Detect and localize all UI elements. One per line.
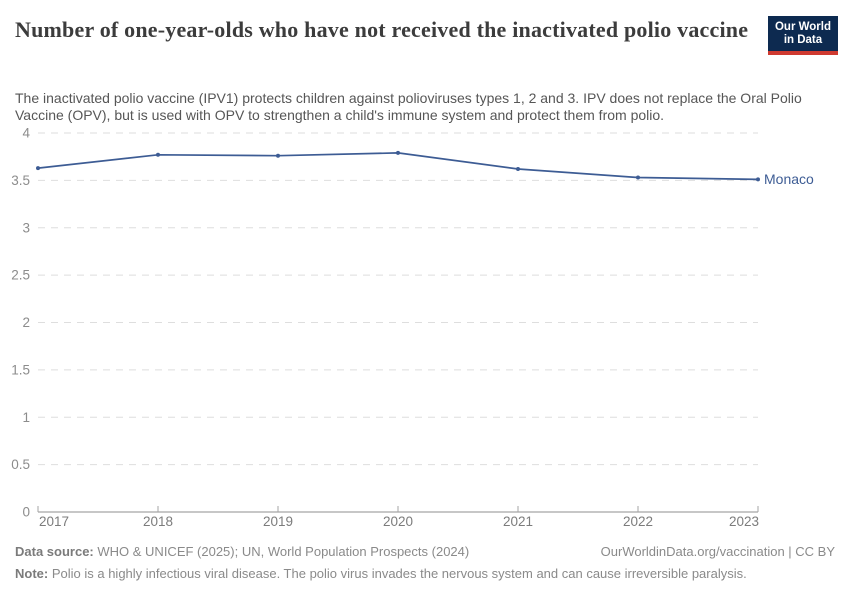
owid-logo: Our World in Data [767, 16, 838, 55]
data-point[interactable] [396, 150, 400, 155]
header: Number of one-year-olds who have not rec… [15, 14, 763, 45]
data-point[interactable] [756, 177, 760, 182]
y-tick-label: 1 [22, 410, 30, 425]
y-tick-label: 3.5 [11, 173, 30, 188]
series-line[interactable] [37, 152, 759, 181]
chart-subtitle: The inactivated polio vaccine (IPV1) pro… [15, 90, 802, 123]
x-tick-label: 2017 [39, 514, 69, 529]
owid-credit-link[interactable]: OurWorldinData.org/vaccination | CC BY [600, 544, 835, 559]
x-tick-label: 2020 [383, 514, 413, 529]
y-tick-label: 3 [22, 220, 30, 235]
data-source-label: Data source: [15, 544, 94, 559]
x-tick-label: 2021 [503, 514, 533, 529]
data-source-text: WHO & UNICEF (2025); UN, World Populatio… [97, 544, 470, 559]
y-tick-label: 1.5 [11, 362, 30, 377]
chart-footer: Data source: WHO & UNICEF (2025); UN, Wo… [15, 541, 835, 585]
owid-logo-line2: in Data [783, 34, 823, 46]
y-tick-label: 4 [22, 126, 30, 141]
x-tick-label: 2018 [143, 514, 173, 529]
data-point[interactable] [276, 153, 280, 158]
x-tick-label: 2019 [263, 514, 293, 529]
owid-logo-line1: Our World [774, 21, 831, 33]
x-tick-label: 2023 [729, 514, 759, 529]
series-end-label[interactable]: Monaco [764, 171, 814, 187]
data-point[interactable] [156, 152, 160, 157]
x-tick-label: 2022 [623, 514, 653, 529]
data-point[interactable] [636, 175, 640, 180]
line-chart: 0 0.5 1 1.5 2 2.5 3 3.5 4 2017 2018 2019 2020 2021 202… [11, 126, 814, 530]
y-tick-label: 0 [22, 505, 30, 520]
data-source: Data source: WHO & UNICEF (2025); UN, Wo… [15, 541, 469, 563]
page-title: Number of one-year-olds who have not rec… [15, 17, 749, 42]
y-tick-label: 2.5 [11, 268, 30, 283]
y-tick-label: 0.5 [11, 457, 30, 472]
data-point[interactable] [516, 167, 520, 171]
chart-note: Note: Polio is a highly infectious viral… [15, 563, 835, 585]
data-point[interactable] [36, 166, 40, 171]
note-label: Note: [15, 566, 49, 581]
y-tick-label: 2 [22, 315, 30, 330]
note-text: Polio is a highly infectious viral disea… [51, 566, 747, 581]
